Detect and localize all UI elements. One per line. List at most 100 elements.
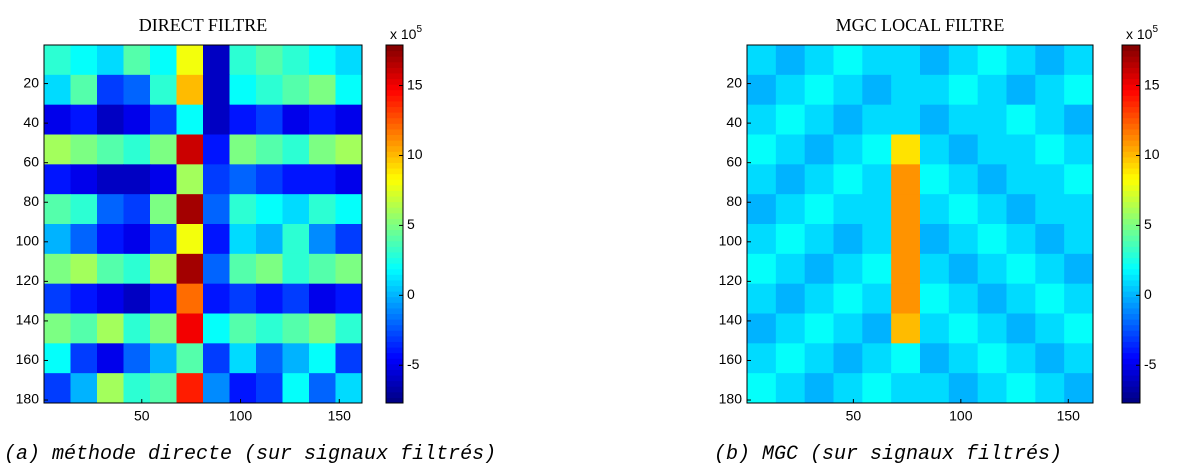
heatmap-cell xyxy=(150,283,177,314)
heatmap-cell xyxy=(833,313,863,344)
heatmap-cell xyxy=(203,373,230,404)
heatmap-cell xyxy=(1035,164,1065,195)
colorbar-segment xyxy=(1122,347,1140,354)
heatmap-cell xyxy=(1035,253,1065,285)
heatmap-cell xyxy=(775,253,806,285)
heatmap-cell xyxy=(203,253,230,285)
colorbar-segment xyxy=(386,128,403,135)
heatmap-cell xyxy=(1006,194,1036,225)
heatmap-cell xyxy=(1064,74,1094,106)
heatmap-cell xyxy=(229,134,257,165)
colorbar-segment xyxy=(1122,89,1140,96)
colorbar-segment xyxy=(1122,263,1140,270)
colorbar-segment xyxy=(386,95,403,102)
colorbar-segment xyxy=(386,352,403,359)
heatmap-cell xyxy=(309,104,336,135)
y-tick-label: 120 xyxy=(719,272,743,288)
colorbar-segment xyxy=(1122,268,1140,275)
heatmap-cell xyxy=(335,313,363,344)
colorbar-segment xyxy=(386,151,403,158)
colorbar-segment xyxy=(386,386,403,393)
heatmap-cell xyxy=(335,253,363,285)
heatmap-cell xyxy=(282,253,310,285)
colorbar-segment xyxy=(386,319,403,326)
heatmap-cell xyxy=(747,283,777,314)
colorbar-segment xyxy=(386,369,403,376)
colorbar-segment xyxy=(1122,302,1140,309)
heatmap-cell xyxy=(747,373,777,404)
heatmap-cell xyxy=(920,253,950,285)
y-tick-label: 60 xyxy=(726,153,742,169)
colorbar-segment xyxy=(386,341,403,348)
heatmap-cell xyxy=(920,373,950,404)
colorbar-segment xyxy=(1122,307,1140,314)
heatmap-cell xyxy=(804,253,834,285)
colorbar-segment xyxy=(1122,100,1140,108)
colorbar-segment xyxy=(1122,61,1140,68)
colorbar-segment xyxy=(386,50,403,57)
colorbar-frame xyxy=(1121,44,1141,404)
colorbar-segment xyxy=(386,117,403,124)
colorbar-segment xyxy=(1122,145,1140,152)
colorbar-segment xyxy=(386,257,403,264)
colorbar-segment xyxy=(386,375,403,382)
heatmap-cell xyxy=(203,194,230,225)
heatmap-cell xyxy=(176,224,204,255)
heatmap-cell xyxy=(282,343,310,374)
heatmap-cell xyxy=(44,134,71,165)
heatmap-cell xyxy=(44,164,71,195)
colorbar-segment xyxy=(386,246,403,253)
colorbar-segment xyxy=(1122,363,1140,370)
heatmap-cell xyxy=(150,134,177,165)
heatmap-cell xyxy=(70,134,98,165)
heatmap-cell xyxy=(920,194,950,225)
colorbar-segment xyxy=(1122,112,1140,119)
colorbar-tick-label: 0 xyxy=(407,286,415,302)
heatmap-cell xyxy=(891,373,921,404)
heatmap-cell xyxy=(282,74,310,106)
y-tick-label: 20 xyxy=(23,74,39,90)
heatmap-cell xyxy=(97,373,124,404)
colorbar-segment xyxy=(386,72,403,80)
heatmap-cell xyxy=(775,45,806,76)
colorbar-segment xyxy=(386,45,403,52)
heatmap-cell xyxy=(948,104,979,135)
heatmap-cell xyxy=(977,253,1007,285)
heatmap-cell xyxy=(833,253,863,285)
heatmap-cell xyxy=(948,343,979,374)
colorbar-segment xyxy=(386,274,403,281)
heatmap-cell xyxy=(309,134,336,165)
colorbar-segment xyxy=(386,391,403,398)
heatmap-cell xyxy=(891,104,921,135)
heatmap-cell xyxy=(282,134,310,165)
heatmap-cell xyxy=(833,373,863,404)
colorbar-tick-label: 5 xyxy=(407,216,415,232)
heatmap-cell xyxy=(948,313,979,344)
heatmap-cell xyxy=(309,224,336,255)
colorbar-segment xyxy=(386,173,403,180)
colorbar-segment xyxy=(386,296,403,303)
colorbar-segment xyxy=(386,89,403,96)
heatmap-cell xyxy=(775,134,806,165)
colorbar-segment xyxy=(386,240,403,247)
heatmap-cell xyxy=(282,313,310,344)
heatmap-cell xyxy=(747,74,777,106)
heatmap-cell xyxy=(1006,224,1036,255)
heatmap-cell xyxy=(977,343,1007,374)
heatmap-cell xyxy=(203,164,230,195)
heatmap-cell xyxy=(1064,283,1094,314)
x-tick-label: 100 xyxy=(229,408,253,424)
heatmap-cell xyxy=(97,224,124,255)
heatmap-cell xyxy=(775,74,806,106)
heatmap-cell xyxy=(150,194,177,225)
heatmap-cell xyxy=(1064,194,1094,225)
heatmap-cell xyxy=(948,283,979,314)
heatmap-cell xyxy=(891,45,921,76)
heatmap-cell xyxy=(70,373,98,404)
heatmap-cell xyxy=(1006,104,1036,135)
colorbar-segment xyxy=(1122,84,1140,91)
heatmap-cell xyxy=(123,373,151,404)
colorbar-segment xyxy=(386,285,403,292)
heatmap-cell xyxy=(1006,74,1036,106)
heatmap-cell xyxy=(833,164,863,195)
